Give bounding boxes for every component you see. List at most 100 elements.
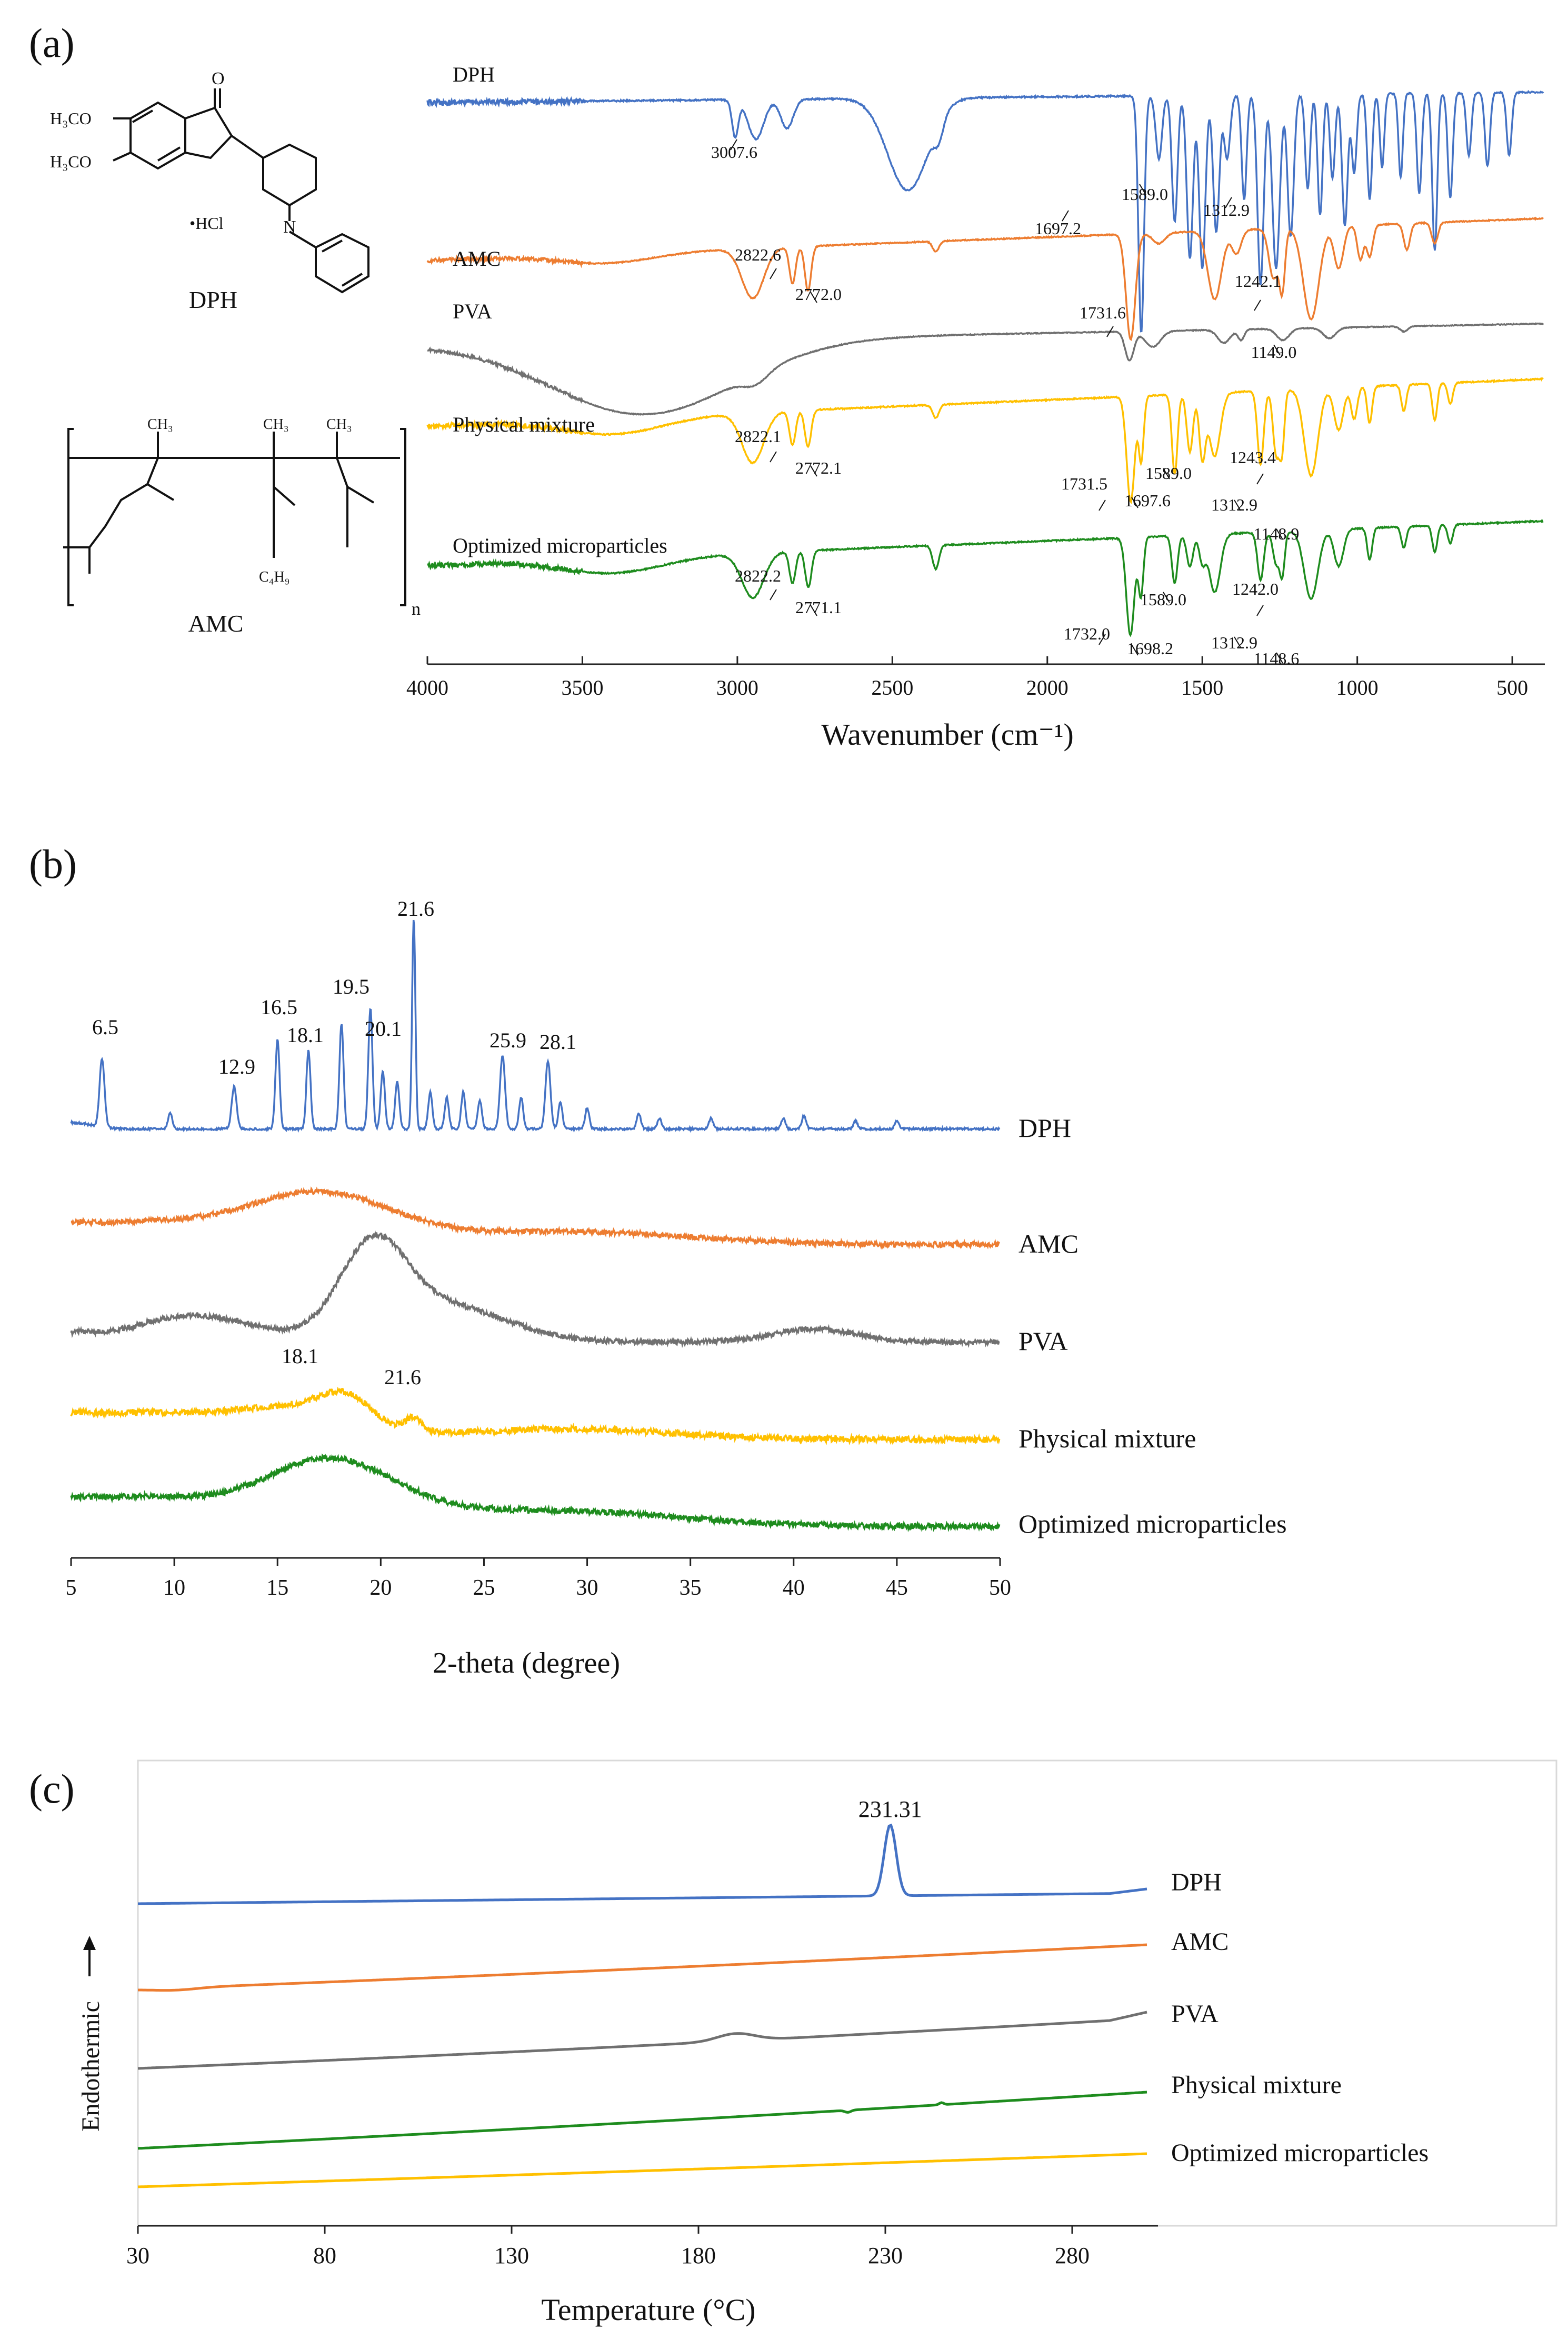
dsc-x-tick-label: 180	[681, 2243, 716, 2268]
xrd-x-tick-label: 40	[783, 1576, 805, 1600]
dph-substituent-1: H₃CO	[50, 109, 92, 128]
ftir-peak-label: 1312.9	[1211, 495, 1257, 514]
dsc-y-axis-label-group: Endothermic	[77, 2001, 105, 2132]
xrd-series-line	[70, 1453, 1001, 1533]
panel-b-label: (b)	[29, 841, 77, 887]
ftir-x-tick-label: 3500	[561, 676, 603, 699]
dsc-x-tick-label: 30	[126, 2243, 149, 2268]
amc-group-label-3: CH₃	[326, 416, 352, 433]
ftir-x-axis-label: Wavenumber (cm⁻¹)	[821, 717, 1074, 752]
ftir-peak-leader	[770, 589, 777, 601]
ftir-peak-leader	[770, 451, 777, 463]
ftir-peak-label: 1731.6	[1080, 303, 1126, 322]
dph-n: N	[283, 217, 296, 237]
xrd-peak-label: 18.1	[287, 1023, 324, 1047]
ftir-peak-leader	[1163, 468, 1170, 479]
xrd-peak-label: 18.1	[282, 1344, 318, 1368]
ftir-x-tick-label: 1500	[1181, 676, 1223, 699]
amc-group-label-4: C₄H₉	[259, 569, 289, 585]
ftir-peak-label: 1149.0	[1251, 343, 1297, 362]
dsc-series-line	[138, 1823, 1147, 1905]
xrd-series-name: Optimized microparticles	[1018, 1509, 1287, 1538]
ftir-peak-leader	[1062, 210, 1069, 222]
dsc-peak-label: 231.31	[858, 1796, 922, 1822]
ftir-peak-leader	[810, 465, 817, 477]
ftir-peak-leader	[810, 292, 817, 303]
ftir-peak-label: 1148.9	[1254, 524, 1300, 543]
dsc-series-name: Physical mixture	[1171, 2071, 1342, 2099]
ftir-peak-leader	[1098, 634, 1106, 645]
xrd-x-tick-label: 50	[989, 1576, 1011, 1600]
ftir-peak-leader	[810, 605, 817, 616]
ftir-x-tick-label: 4000	[406, 676, 448, 699]
xrd-peak-label: 28.1	[540, 1030, 576, 1054]
amc-repeat-label: n	[412, 599, 421, 619]
dsc-y-axis-label: Endothermic	[77, 2001, 105, 2132]
dsc-series-name: PVA	[1171, 2000, 1219, 2028]
ftir-peak-label: 2772.0	[795, 285, 842, 304]
xrd-series-line	[70, 919, 1001, 1133]
xrd-series-name: AMC	[1018, 1229, 1078, 1258]
ftir-peak-label: 1697.2	[1035, 219, 1081, 238]
dsc-series-name: Optimized microparticles	[1171, 2139, 1429, 2167]
ftir-peak-leader	[1225, 197, 1232, 208]
xrd-series-name: PVA	[1018, 1326, 1068, 1356]
ftir-peak-leader	[1276, 528, 1283, 540]
xrd-series-name: Physical mixture	[1018, 1424, 1196, 1453]
amc-group-label-1: CH₃	[147, 416, 173, 433]
panel-b-xrd: (b) 5 10 15 20 25 30 35 40 45 50 2-theta (degree)…	[29, 841, 1287, 1679]
ftir-peak-leader	[1254, 299, 1261, 311]
ftir-peak-leader	[1106, 326, 1114, 337]
ftir-series-line	[426, 89, 1544, 333]
ftir-peak-label: 2822.1	[735, 427, 781, 446]
ftir-peak-leader	[1131, 497, 1138, 508]
ftir-peak-leader	[1234, 499, 1241, 511]
ftir-peak-leader	[1139, 184, 1146, 195]
ftir-x-tick-label: 2500	[871, 676, 913, 699]
amc-group-label-2: CH₃	[263, 416, 289, 433]
ftir-peak-label: 1242.1	[1235, 272, 1281, 291]
xrd-x-tick-label: 15	[266, 1576, 288, 1600]
ftir-peak-label: 1589.0	[1145, 464, 1192, 483]
dph-salt-label: •HCl	[189, 214, 224, 233]
ftir-peak-label: 1589.0	[1122, 185, 1168, 204]
ftir-series-name: PVA	[453, 299, 492, 323]
xrd-peak-label: 12.9	[218, 1055, 255, 1078]
dsc-series-line	[138, 1943, 1147, 1992]
xrd-peak-label: 16.5	[261, 995, 297, 1019]
xrd-series-line	[70, 1386, 1001, 1446]
ftir-peak-label: 1312.9	[1203, 201, 1250, 219]
ftir-peak-label: 2822.2	[735, 566, 781, 585]
ftir-peak-label: 1697.6	[1124, 491, 1171, 510]
ftir-series-line	[427, 322, 1544, 416]
ftir-series-line	[426, 216, 1544, 341]
ftir-series-line	[427, 518, 1544, 637]
ftir-peak-label: 2772.1	[795, 458, 842, 477]
ftir-peak-label: 2822.6	[735, 245, 781, 264]
dsc-x-tick-label: 280	[1055, 2243, 1090, 2268]
ftir-peak-leader	[1256, 605, 1264, 616]
ftir-peak-leader	[1163, 592, 1170, 603]
dsc-series-line	[137, 2152, 1147, 2188]
dsc-series-line	[137, 2091, 1147, 2150]
ftir-x-tick-label: 3000	[716, 676, 758, 699]
xrd-x-axis-label: 2-theta (degree)	[433, 1647, 620, 1679]
dph-substituent-2: H₃CO	[50, 152, 92, 171]
xrd-series-name: DPH	[1018, 1113, 1071, 1143]
ftir-x-tick-label: 2000	[1026, 676, 1068, 699]
ftir-peak-label: 1589.0	[1140, 590, 1186, 609]
ftir-x-tick-label: 500	[1496, 676, 1528, 699]
ftir-peak-leader	[1234, 636, 1241, 648]
ftir-series-name: Physical mixture	[453, 413, 595, 436]
panel-c-dsc: (c) 30 80 130 180 230 280 Temperature (°C) En…	[29, 1759, 1557, 2327]
panel-c-label: (c)	[29, 1766, 75, 1812]
xrd-x-tick-label: 25	[473, 1576, 495, 1600]
xrd-peak-label: 20.1	[365, 1017, 402, 1041]
ftir-peak-leader	[1273, 344, 1281, 356]
ftir-peak-leader	[770, 268, 777, 279]
ftir-peak-label: 1698.2	[1127, 639, 1173, 658]
amc-structure-name: AMC	[188, 610, 244, 637]
xrd-series-line	[71, 1186, 1000, 1250]
xrd-x-tick-label: 45	[886, 1576, 908, 1600]
